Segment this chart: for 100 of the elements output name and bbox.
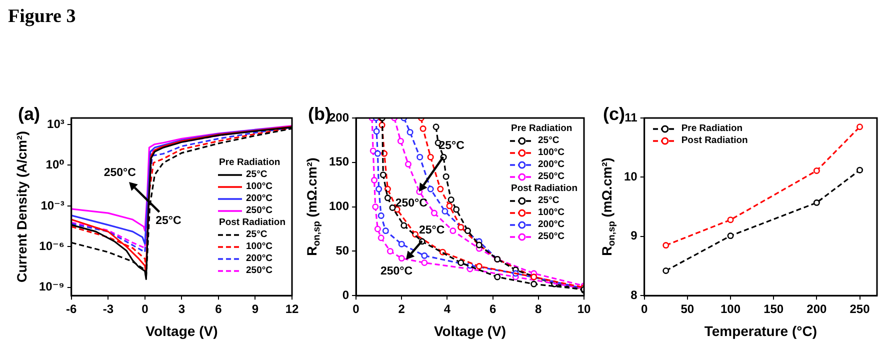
point: [430, 210, 438, 216]
x-tick-label: -6: [66, 302, 78, 316]
chart-title: (c): [603, 104, 626, 124]
point: [382, 228, 389, 234]
point: [494, 274, 501, 280]
legend-label: 100°C: [538, 207, 565, 219]
annotation: Post Radiation: [218, 217, 286, 230]
point: [458, 259, 464, 266]
x-tick-label: -3: [102, 302, 114, 316]
y-tick-label: 11: [624, 110, 638, 124]
point: [404, 160, 412, 168]
point: [727, 216, 734, 224]
legend-title: Pre Radiation: [510, 123, 574, 135]
legend-title: Pre Radiation: [218, 157, 282, 170]
x-tick-label: 0: [352, 302, 360, 316]
legend-label: 100°C: [246, 241, 273, 254]
y-tick-label: 10⁻⁶: [39, 239, 64, 253]
point: [380, 172, 386, 178]
point: [442, 208, 448, 214]
y-tick-label: 10: [624, 170, 638, 184]
point: [389, 204, 396, 211]
point: [371, 176, 378, 184]
x-tick-label: 6: [215, 302, 222, 316]
y-tick-label: 50: [336, 244, 350, 258]
point: [727, 232, 734, 240]
point: [437, 186, 444, 192]
chart-subtitle: (a): [18, 104, 40, 124]
x-tick-label: 8: [535, 302, 542, 316]
legend-label: 100°C: [246, 181, 273, 194]
point: [372, 204, 379, 210]
legend-label: 25°C: [538, 195, 560, 207]
chart-title: (b): [308, 104, 331, 124]
point: [453, 206, 460, 213]
point: [378, 234, 384, 242]
legend-label: Post Radiation: [681, 135, 748, 147]
x-tick-label: 2: [398, 302, 406, 316]
annotation: 25°C: [438, 140, 464, 152]
x-tick-label: 50: [680, 302, 694, 316]
point: [446, 202, 453, 210]
point: [432, 124, 440, 130]
annotation: 250°C: [380, 266, 413, 278]
point: [421, 252, 428, 259]
x-tick-label: 100: [720, 302, 741, 316]
point: [398, 240, 405, 248]
point: [370, 148, 376, 154]
legend-label: 25°C: [246, 169, 268, 182]
x-tick-label: 0: [142, 302, 149, 316]
y-tick-label: 9: [630, 228, 638, 243]
point: [427, 186, 434, 192]
x-axis-title: Voltage (V): [434, 322, 506, 339]
legend-label: 200°C: [538, 159, 565, 171]
point: [398, 255, 405, 262]
point: [476, 263, 482, 270]
point: [406, 128, 414, 136]
point: [384, 194, 391, 202]
point: [421, 259, 428, 266]
y-tick-label: 10⁻⁹: [38, 280, 64, 294]
y-tick-label: 10⁰: [46, 158, 64, 172]
point: [856, 124, 864, 130]
annotation: 250°C: [104, 167, 136, 180]
point: [856, 166, 864, 174]
x-tick-label: 150: [764, 302, 784, 316]
point: [376, 186, 382, 192]
x-tick-label: 250: [850, 302, 870, 316]
annotation: 25°C: [156, 215, 182, 228]
point: [416, 154, 424, 160]
point: [400, 222, 408, 229]
point: [450, 228, 456, 234]
point: [378, 212, 384, 219]
legend-label: 25°C: [538, 135, 560, 147]
y-tick-label: 200: [328, 110, 350, 124]
chart-title: Figure 3: [8, 6, 76, 28]
annotation: Post Radiation: [510, 183, 578, 195]
point: [397, 138, 404, 144]
point: [464, 228, 471, 234]
x-tick-label: 6: [489, 302, 496, 316]
point: [374, 150, 381, 157]
y-tick-label: 0: [342, 288, 350, 302]
legend-label: 100°C: [538, 147, 565, 159]
legend-label: 200°C: [246, 193, 273, 206]
point: [662, 267, 670, 274]
x-tick-label: 10: [577, 302, 591, 316]
y-tick-label: 8: [630, 288, 638, 302]
point: [420, 125, 426, 132]
point: [530, 280, 538, 288]
x-axis-title: Voltage (V): [146, 322, 218, 339]
legend-label: 25°C: [246, 229, 268, 242]
legend-label: 250°C: [538, 171, 565, 183]
x-tick-label: 4: [444, 302, 451, 316]
x-tick-label: 200: [806, 302, 828, 316]
point: [662, 242, 670, 249]
point: [813, 199, 820, 206]
point: [442, 173, 450, 180]
legend-label: 250°C: [246, 265, 273, 278]
y-tick-label: 100: [328, 199, 350, 214]
x-tick-label: 9: [252, 302, 259, 316]
x-tick-label: 12: [285, 302, 299, 316]
point: [373, 128, 380, 135]
y-tick-label: 10⁻³: [40, 198, 64, 212]
legend-label: Pre Radiation: [681, 123, 743, 135]
